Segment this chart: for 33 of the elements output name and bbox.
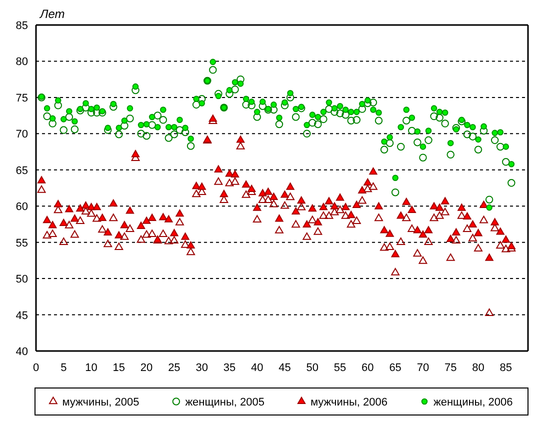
legend-label: мужчины, 2005 [62, 396, 140, 408]
x-tick-label: 75 [444, 362, 457, 374]
x-tick-label: 80 [472, 362, 484, 374]
y-tick-label: 45 [16, 310, 28, 322]
x-tick-label: 20 [140, 362, 153, 374]
y-axis-title: Лет [39, 7, 65, 21]
x-tick-label: 0 [32, 362, 40, 374]
x-tick-label: 30 [196, 362, 208, 374]
y-tick-label: 50 [16, 274, 28, 286]
x-tick-label: 65 [389, 362, 402, 374]
x-tick-label: 45 [278, 362, 291, 374]
x-tick-label: 5 [60, 362, 67, 374]
legend-label: женщины, 2006 [433, 396, 513, 408]
x-tick-label: 55 [334, 362, 346, 374]
x-tick-label: 85 [500, 362, 512, 374]
y-tick-label: 65 [16, 164, 28, 177]
x-tick-label: 40 [251, 362, 264, 374]
x-tick-label: 70 [416, 362, 430, 374]
y-tick-label: 60 [16, 201, 28, 214]
x-tick-label: 10 [85, 362, 98, 374]
y-tick-label: 80 [16, 56, 28, 68]
y-tick-label: 40 [16, 346, 28, 358]
y-tick-label: 70 [16, 128, 28, 141]
x-tick-label: 35 [223, 362, 236, 374]
y-tick-label: 75 [16, 92, 28, 104]
y-tick-label: 85 [16, 20, 28, 32]
y-tick-label: 55 [16, 237, 28, 250]
x-tick-label: 50 [306, 362, 319, 374]
x-tick-label: 60 [362, 362, 374, 374]
x-tick-label: 15 [112, 362, 126, 374]
x-tick-label: 25 [168, 362, 180, 374]
legend-label: мужчины, 2006 [310, 396, 388, 408]
legend-label: женщины, 2005 [185, 396, 265, 408]
